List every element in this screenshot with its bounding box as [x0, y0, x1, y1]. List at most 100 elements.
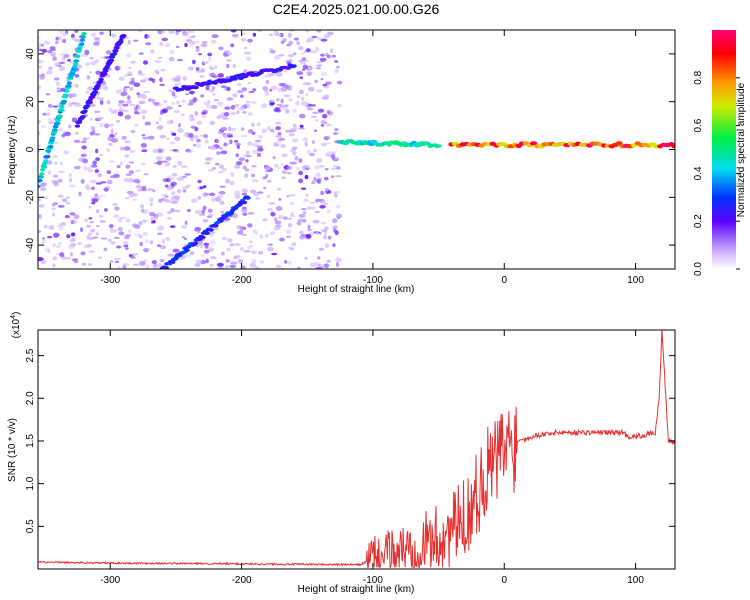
- spectrogram-feature-cell: [41, 165, 48, 169]
- spectrogram-noise-cell: [247, 141, 253, 146]
- spectrogram-noise-cell: [189, 251, 195, 256]
- spectrogram-noise-cell: [336, 216, 341, 220]
- spectrogram-noise-cell: [250, 250, 257, 255]
- colorbar-title: Normalized spectral amplitude: [736, 82, 747, 217]
- spectrogram-noise-cell: [68, 178, 73, 183]
- spectrogram-noise-cell: [57, 194, 64, 198]
- spectrogram-feature-cell: [114, 45, 120, 49]
- spectrogram-feature-cell: [95, 83, 101, 88]
- spectrogram-noise-cell: [182, 76, 188, 81]
- spectrogram-noise-cell: [301, 68, 306, 71]
- spectrogram-noise-cell: [52, 263, 56, 268]
- spectrogram-noise-cell: [38, 150, 41, 153]
- spectrogram-noise-cell: [85, 62, 91, 66]
- spectrogram-noise-cell: [57, 205, 65, 208]
- spectrogram-noise-cell: [230, 43, 235, 48]
- spectrogram-noise-cell: [165, 161, 171, 167]
- spectrogram-noise-cell: [55, 81, 61, 86]
- spectrogram-noise-cell: [108, 143, 113, 146]
- spectrogram-feature-cell: [203, 231, 211, 235]
- spectrogram-noise-cell: [325, 81, 332, 85]
- spectrogram-noise-cell: [177, 189, 182, 194]
- spectrogram-noise-cell: [306, 72, 312, 76]
- spectrogram-noise-cell: [69, 238, 76, 243]
- spectrogram-noise-cell: [303, 198, 309, 203]
- spectrogram-noise-cell: [58, 226, 64, 231]
- spectrogram-noise-cell: [59, 66, 65, 72]
- spectrogram-noise-cell: [127, 73, 132, 77]
- spectrogram-noise-cell: [192, 97, 197, 103]
- spectrogram-noise-cell: [155, 156, 163, 161]
- spectrogram-noise-cell: [247, 81, 252, 85]
- spectrogram-noise-cell: [81, 145, 87, 150]
- spectrogram-noise-cell: [52, 256, 57, 261]
- spectrogram-noise-cell: [324, 226, 329, 231]
- spectrogram-noise-cell: [276, 187, 282, 191]
- spectrogram-noise-cell: [151, 260, 157, 265]
- spectrogram-feature-cell: [80, 35, 86, 39]
- spectrogram-noise-cell: [324, 168, 329, 171]
- spectrogram-noise-cell: [108, 160, 116, 163]
- spectrogram-noise-cell: [173, 181, 177, 186]
- spec-x-tick-label: -200: [232, 275, 252, 286]
- spectrogram-noise-cell: [39, 74, 46, 80]
- spectrogram-noise-cell: [284, 104, 289, 107]
- spectrogram-noise-cell: [320, 72, 328, 77]
- spectrogram-noise-cell: [122, 240, 129, 246]
- spectrogram-noise-cell: [260, 103, 268, 109]
- spectrogram-noise-cell: [69, 184, 76, 188]
- spectrogram-noise-cell: [118, 100, 125, 104]
- spectrogram-noise-cell: [154, 59, 162, 64]
- spectrogram-noise-cell: [65, 256, 72, 260]
- spectrogram-noise-cell: [215, 162, 220, 166]
- spectrogram-noise-cell: [184, 173, 192, 176]
- spectrogram-noise-cell: [265, 173, 269, 178]
- spectrogram-noise-cell: [147, 188, 154, 191]
- spectrogram-noise-cell: [197, 196, 202, 200]
- spectrogram-noise-cell: [99, 56, 106, 59]
- spectrogram-noise-cell: [333, 157, 340, 161]
- spectrogram-noise-cell: [57, 128, 63, 132]
- spectrogram-noise-cell: [160, 68, 166, 72]
- spectrogram-noise-cell: [240, 94, 244, 98]
- spectrogram-noise-cell: [91, 198, 99, 203]
- spectrogram-noise-cell: [218, 114, 224, 119]
- spectrogram-feature-cell: [43, 159, 49, 164]
- spectrogram-noise-cell: [204, 161, 211, 165]
- spectrogram-noise-cell: [298, 178, 304, 184]
- spectrogram-noise-cell: [287, 32, 292, 38]
- spectrogram-noise-cell: [186, 30, 194, 33]
- spectrogram-noise-cell: [177, 128, 184, 134]
- spectrogram-noise-cell: [305, 165, 310, 169]
- spectrogram-noise-cell: [113, 236, 121, 239]
- spectrogram-noise-cell: [89, 103, 96, 107]
- spectrogram-feature-cell: [98, 77, 104, 82]
- spectrogram-noise-cell: [168, 56, 175, 62]
- spectrogram-noise-cell: [275, 126, 281, 131]
- spectrogram-feature-cell: [192, 85, 199, 90]
- spectrogram-noise-cell: [254, 139, 262, 143]
- spectrogram-noise-cell: [277, 132, 282, 136]
- spectrogram-noise-cell: [279, 237, 285, 242]
- spectrogram-noise-cell: [38, 214, 42, 219]
- spectrogram-noise-cell: [288, 85, 293, 89]
- spectrogram-noise-cell: [146, 34, 150, 39]
- spectrogram-noise-cell: [56, 90, 62, 93]
- spectrogram-noise-cell: [40, 43, 45, 47]
- spectrogram-noise-cell: [109, 260, 114, 263]
- spectrogram-noise-cell: [265, 79, 270, 85]
- spectrogram-noise-cell: [189, 117, 196, 122]
- spectrogram-noise-cell: [141, 149, 148, 153]
- spectrogram-noise-cell: [299, 76, 304, 80]
- spectrogram-noise-cell: [194, 210, 202, 214]
- spectrogram-noise-cell: [314, 129, 318, 132]
- spectrogram-noise-cell: [310, 115, 318, 119]
- spectrogram-noise-cell: [149, 240, 154, 245]
- spectrogram-noise-cell: [324, 188, 329, 191]
- spectrogram-noise-cell: [216, 195, 224, 198]
- spectrogram-noise-cell: [162, 30, 166, 34]
- spectrogram-noise-cell: [230, 261, 238, 265]
- spectrogram-noise-cell: [336, 190, 340, 194]
- spectrogram-noise-cell: [299, 230, 304, 235]
